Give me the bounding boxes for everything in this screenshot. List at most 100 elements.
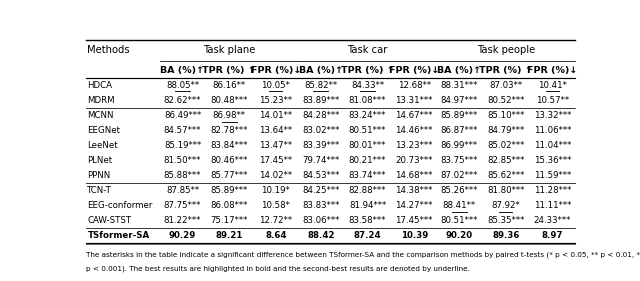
Text: 83.06***: 83.06*** <box>302 216 340 225</box>
Text: 84.25***: 84.25*** <box>302 186 340 195</box>
Text: 12.68**: 12.68** <box>397 81 431 90</box>
Text: 87.85**: 87.85** <box>166 186 199 195</box>
Text: PLNet: PLNet <box>88 156 113 165</box>
Text: FPR (%)↓: FPR (%)↓ <box>251 65 301 74</box>
Text: 88.41**: 88.41** <box>443 201 476 210</box>
Text: 80.51***: 80.51*** <box>349 126 386 135</box>
Text: TPR (%) ↑: TPR (%) ↑ <box>340 65 394 74</box>
Text: 14.38***: 14.38*** <box>396 186 433 195</box>
Text: 75.17***: 75.17*** <box>211 216 248 225</box>
Text: TCN-T: TCN-T <box>88 186 112 195</box>
Text: 11.06***: 11.06*** <box>534 126 571 135</box>
Text: 80.01***: 80.01*** <box>349 141 386 150</box>
Text: Methods: Methods <box>88 46 130 55</box>
Text: 10.57**: 10.57** <box>536 96 569 105</box>
Text: MCNN: MCNN <box>88 111 114 120</box>
Text: 13.23***: 13.23*** <box>396 141 433 150</box>
Text: 86.98**: 86.98** <box>212 111 246 120</box>
Text: 85.88***: 85.88*** <box>164 171 201 180</box>
Text: 13.64**: 13.64** <box>259 126 292 135</box>
Text: 85.26***: 85.26*** <box>440 186 478 195</box>
Text: 83.24***: 83.24*** <box>349 111 386 120</box>
Text: 80.51***: 80.51*** <box>440 216 478 225</box>
Text: 87.75***: 87.75*** <box>164 201 201 210</box>
Text: 85.02***: 85.02*** <box>487 141 525 150</box>
Text: 90.20: 90.20 <box>445 231 473 240</box>
Text: 10.41*: 10.41* <box>538 81 567 90</box>
Text: 8.97: 8.97 <box>541 231 563 240</box>
Text: 81.08***: 81.08*** <box>349 96 386 105</box>
Text: 83.39***: 83.39*** <box>302 141 339 150</box>
Text: p < 0.001). The best results are highlighted in bold and the second-best results: p < 0.001). The best results are highlig… <box>86 265 470 272</box>
Text: 90.29: 90.29 <box>169 231 196 240</box>
Text: EEG-conformer: EEG-conformer <box>88 201 153 210</box>
Text: 89.21: 89.21 <box>216 231 243 240</box>
Text: 80.46***: 80.46*** <box>211 156 248 165</box>
Text: 82.85***: 82.85*** <box>487 156 525 165</box>
Text: 87.24: 87.24 <box>354 231 381 240</box>
Text: 85.77***: 85.77*** <box>211 171 248 180</box>
Text: 81.94***: 81.94*** <box>349 201 386 210</box>
Text: 10.58*: 10.58* <box>261 201 291 210</box>
Text: 13.32***: 13.32*** <box>534 111 571 120</box>
Text: BA (%)↑: BA (%)↑ <box>161 65 205 74</box>
Text: 88.31***: 88.31*** <box>440 81 478 90</box>
Text: 83.89***: 83.89*** <box>302 96 339 105</box>
Text: LeeNet: LeeNet <box>88 141 118 150</box>
Text: Task car: Task car <box>348 46 388 55</box>
Text: CAW-STST: CAW-STST <box>88 216 132 225</box>
Text: 81.22***: 81.22*** <box>164 216 201 225</box>
Text: BA (%)↑: BA (%)↑ <box>437 65 481 74</box>
Text: Task people: Task people <box>477 46 535 55</box>
Text: TPR (%) ↑: TPR (%) ↑ <box>202 65 256 74</box>
Text: 85.89***: 85.89*** <box>440 111 478 120</box>
Text: 82.78***: 82.78*** <box>211 126 248 135</box>
Text: The asterisks in the table indicate a significant difference between TSformer-SA: The asterisks in the table indicate a si… <box>86 252 640 258</box>
Text: 83.58***: 83.58*** <box>349 216 386 225</box>
Text: 14.27***: 14.27*** <box>396 201 433 210</box>
Text: 14.02**: 14.02** <box>259 171 292 180</box>
Text: EEGNet: EEGNet <box>88 126 120 135</box>
Text: 11.28***: 11.28*** <box>534 186 571 195</box>
Text: 84.97***: 84.97*** <box>440 96 478 105</box>
Text: 24.33***: 24.33*** <box>534 216 571 225</box>
Text: 11.59***: 11.59*** <box>534 171 571 180</box>
Text: BA (%)↑: BA (%)↑ <box>299 65 343 74</box>
Text: FPR (%)↓: FPR (%)↓ <box>389 65 440 74</box>
Text: 85.89***: 85.89*** <box>211 186 248 195</box>
Text: 83.83***: 83.83*** <box>302 201 340 210</box>
Text: 87.03**: 87.03** <box>490 81 522 90</box>
Text: 85.82**: 85.82** <box>304 81 337 90</box>
Text: 13.47**: 13.47** <box>259 141 292 150</box>
Text: 14.46***: 14.46*** <box>396 126 433 135</box>
Text: 83.84***: 83.84*** <box>211 141 248 150</box>
Text: 83.75***: 83.75*** <box>440 156 478 165</box>
Text: Task plane: Task plane <box>203 46 255 55</box>
Text: 88.05**: 88.05** <box>166 81 199 90</box>
Text: 79.74***: 79.74*** <box>302 156 339 165</box>
Text: 84.57***: 84.57*** <box>164 126 201 135</box>
Text: MDRM: MDRM <box>88 96 115 105</box>
Text: 82.88***: 82.88*** <box>349 186 386 195</box>
Text: 87.02***: 87.02*** <box>440 171 478 180</box>
Text: 80.52***: 80.52*** <box>487 96 525 105</box>
Text: 14.67***: 14.67*** <box>396 111 433 120</box>
Text: 17.45**: 17.45** <box>259 156 292 165</box>
Text: 85.35***: 85.35*** <box>487 216 525 225</box>
Text: 10.05*: 10.05* <box>261 81 291 90</box>
Text: 20.73***: 20.73*** <box>396 156 433 165</box>
Text: 10.39: 10.39 <box>401 231 428 240</box>
Text: 14.01**: 14.01** <box>259 111 292 120</box>
Text: 13.31***: 13.31*** <box>396 96 433 105</box>
Text: 8.64: 8.64 <box>265 231 287 240</box>
Text: TSformer-SA: TSformer-SA <box>88 231 150 240</box>
Text: 81.80***: 81.80*** <box>487 186 525 195</box>
Text: 15.36***: 15.36*** <box>534 156 571 165</box>
Text: 81.50***: 81.50*** <box>164 156 201 165</box>
Text: 14.68***: 14.68*** <box>396 171 433 180</box>
Text: 15.23**: 15.23** <box>259 96 292 105</box>
Text: 84.28***: 84.28*** <box>302 111 340 120</box>
Text: 83.02***: 83.02*** <box>302 126 340 135</box>
Text: 86.87***: 86.87*** <box>440 126 478 135</box>
Text: 84.53***: 84.53*** <box>302 171 340 180</box>
